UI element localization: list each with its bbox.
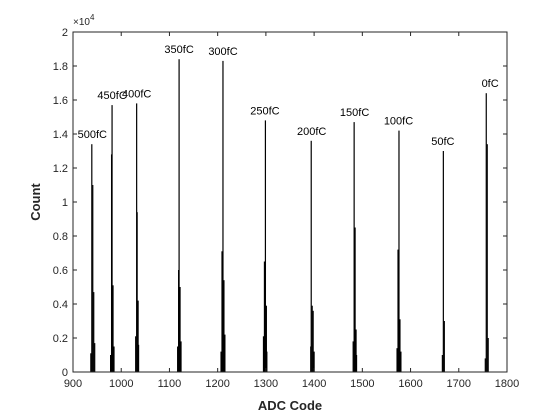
y-tick-label: 0.6 <box>53 265 68 277</box>
bar-450fC-4 <box>113 346 115 372</box>
peak-label-250fC: 250fC <box>250 105 279 117</box>
bar-350fC-3 <box>179 287 181 372</box>
bar-250fC-2 <box>264 120 267 373</box>
bar-500fC-4 <box>94 343 96 372</box>
x-tick-label: 1600 <box>398 378 422 390</box>
bars-layer <box>90 59 489 373</box>
x-tick-label: 1300 <box>254 378 278 390</box>
bar-500fC-3 <box>93 292 95 372</box>
bar-50fC-0 <box>441 355 443 372</box>
y-tick-label: 0.4 <box>53 299 68 311</box>
bar-350fC-0 <box>177 346 179 372</box>
bar-150fC-4 <box>355 355 358 372</box>
x-tick-label: 900 <box>64 378 82 390</box>
y-tick-label: 0.2 <box>53 333 68 345</box>
bar-200fC-2 <box>311 305 313 372</box>
bar-0fC-2 <box>486 144 488 372</box>
x-axis-title: ADC Code <box>258 398 322 413</box>
bar-500fC-1 <box>91 144 93 372</box>
x-axis: 900 1000 1100 1200 1300 1400 1500 1600 1700 1800 <box>64 32 519 390</box>
y-tick-label: 1.2 <box>53 163 68 175</box>
bar-250fC-0 <box>262 336 265 372</box>
bar-250fC-1 <box>263 261 266 372</box>
bar-200fC-3 <box>312 310 314 372</box>
x-tick-label: 1800 <box>495 378 519 390</box>
bar-150fC-1 <box>353 122 355 372</box>
peak-label-500fC: 500fC <box>78 129 107 141</box>
bar-350fC-4 <box>180 341 182 372</box>
y-tick-label: 0 <box>62 367 68 379</box>
y-tick-label: 1.4 <box>53 129 68 141</box>
bar-300fC-4 <box>224 334 226 372</box>
bar-300fC-2 <box>222 60 224 373</box>
peak-label-100fC: 100fC <box>384 116 413 128</box>
bar-100fC-3 <box>399 319 401 372</box>
bar-250fC-3 <box>265 305 267 372</box>
y-axis: 0 0.2 0.4 0.6 0.8 1 1.2 1.4 1.6 1.8 2 <box>53 27 507 379</box>
bar-0fC-0 <box>484 358 486 372</box>
bar-500fC-2 <box>92 185 94 372</box>
peak-label-400fC: 400fC <box>122 88 151 100</box>
y-tick-label: 2 <box>62 27 68 39</box>
bar-250fC-4 <box>266 351 268 372</box>
bar-50fC-2 <box>443 321 445 372</box>
x-tick-label: 1100 <box>158 378 182 390</box>
peak-label-150fC: 150fC <box>340 107 369 119</box>
bar-100fC-4 <box>400 351 402 372</box>
y-axis-exponent-base: ×10 <box>73 17 90 28</box>
x-tick-label: 1000 <box>109 378 133 390</box>
y-tick-label: 1.8 <box>53 61 68 73</box>
bar-0fC-3 <box>487 338 489 372</box>
bar-200fC-1 <box>310 140 312 372</box>
x-tick-label: 1500 <box>350 378 374 390</box>
bar-400fC-3 <box>137 300 139 372</box>
bar-150fC-3 <box>355 329 357 372</box>
bar-150fC-2 <box>354 227 356 372</box>
bar-350fC-2 <box>178 59 180 372</box>
bar-300fC-1 <box>221 251 223 372</box>
x-tick-label: 1700 <box>447 378 471 390</box>
peak-label-300fC: 300fC <box>208 46 237 58</box>
peak-label-50fC: 50fC <box>431 136 454 148</box>
bar-100fC-0 <box>396 348 398 372</box>
x-tick-label: 1400 <box>302 378 326 390</box>
bar-500fC-0 <box>90 353 92 372</box>
peak-label-450fC: 450fC <box>97 90 126 102</box>
bar-100fC-1 <box>397 249 399 372</box>
peak-label-350fC: 350fC <box>164 44 193 56</box>
bar-450fC-2 <box>111 105 113 372</box>
bar-200fC-4 <box>313 351 315 372</box>
bar-400fC-4 <box>137 344 140 372</box>
y-axis-exponent-power: 4 <box>90 13 95 22</box>
y-tick-label: 0.8 <box>53 231 68 243</box>
bar-300fC-3 <box>223 280 225 372</box>
bar-150fC-0 <box>352 341 354 372</box>
bar-400fC-2 <box>136 212 138 372</box>
y-axis-title: Count <box>28 183 43 221</box>
bar-400fC-0 <box>135 336 137 372</box>
peak-label-200fC: 200fC <box>297 126 326 138</box>
y-tick-label: 1.6 <box>53 95 68 107</box>
bar-100fC-2 <box>398 130 400 372</box>
bar-450fC-0 <box>110 355 112 372</box>
bar-0fC-1 <box>485 93 487 372</box>
bar-300fC-0 <box>220 351 222 372</box>
y-tick-label: 1 <box>62 197 68 209</box>
x-tick-label: 1200 <box>205 378 229 390</box>
bar-50fC-1 <box>442 151 444 372</box>
peak-label-0fC: 0fC <box>482 78 499 90</box>
y-axis-exponent: ×104 <box>73 13 95 28</box>
bar-450fC-3 <box>112 285 114 372</box>
